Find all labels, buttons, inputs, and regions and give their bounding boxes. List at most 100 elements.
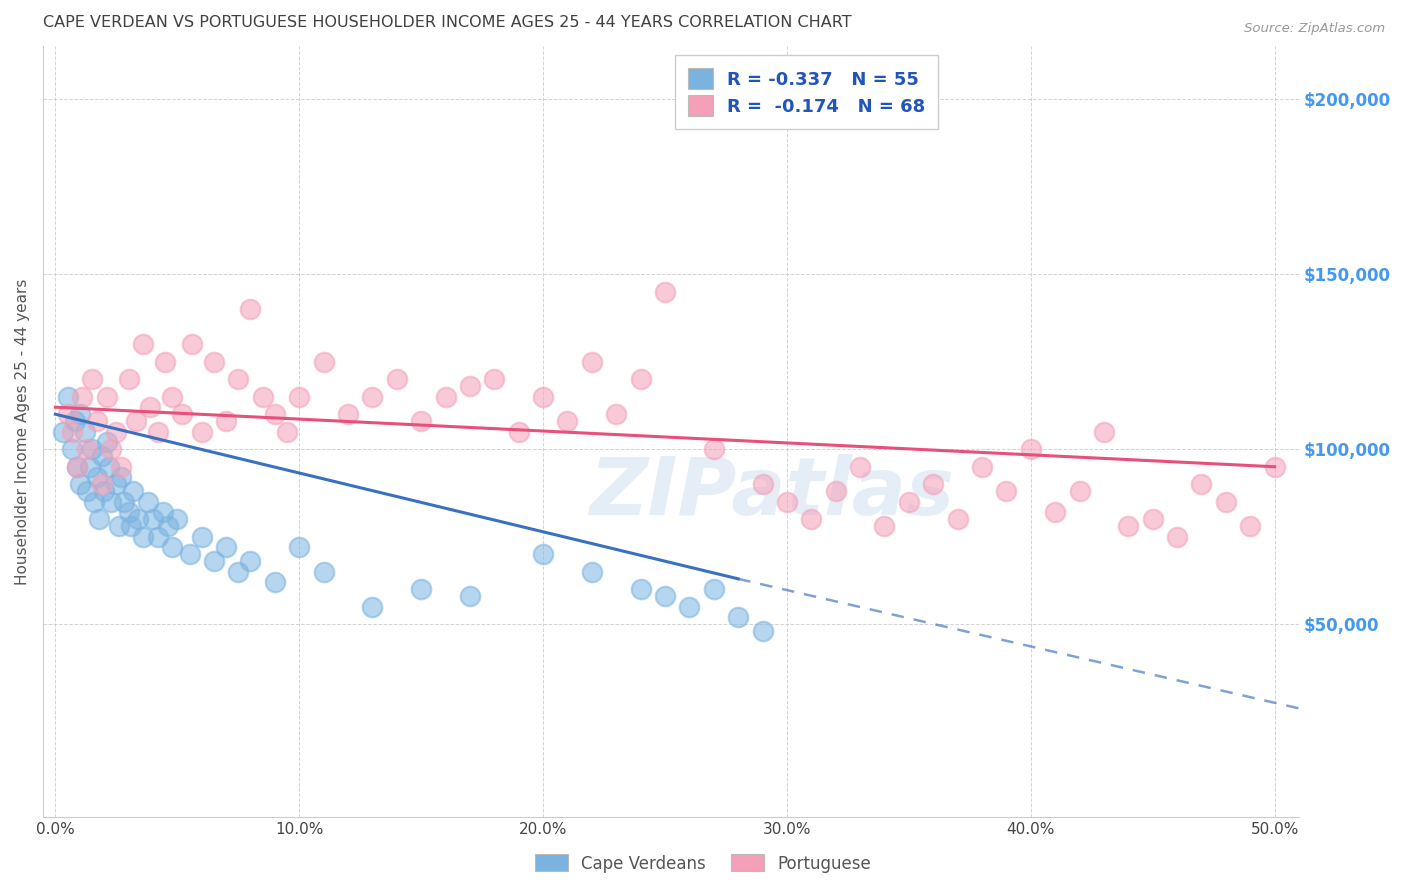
Point [190, 530, 212, 544]
Point [531, 390, 554, 404]
Point [202, 554, 225, 568]
Point [849, 459, 872, 474]
Point [458, 379, 481, 393]
Point [312, 565, 335, 579]
Point [751, 624, 773, 639]
Point [922, 477, 945, 491]
Point [458, 590, 481, 604]
Point [139, 401, 162, 415]
Point [162, 390, 184, 404]
Point [89, 512, 111, 526]
Point [56, 407, 79, 421]
Point [105, 425, 128, 439]
Point [83, 495, 105, 509]
Point [52, 425, 75, 439]
Point [62, 442, 84, 457]
Point [1191, 477, 1213, 491]
Point [79, 459, 101, 474]
Point [434, 390, 457, 404]
Point [1264, 459, 1286, 474]
Point [152, 505, 174, 519]
Point [411, 414, 433, 428]
Point [90, 477, 112, 491]
Y-axis label: Householder Income Ages 25 - 44 years: Householder Income Ages 25 - 44 years [15, 278, 30, 585]
Point [86, 414, 108, 428]
Point [252, 390, 274, 404]
Point [557, 414, 579, 428]
Point [172, 407, 194, 421]
Text: ZIPatlas: ZIPatlas [589, 454, 955, 533]
Point [162, 541, 184, 555]
Point [117, 505, 139, 519]
Text: Source: ZipAtlas.com: Source: ZipAtlas.com [1244, 22, 1385, 36]
Point [215, 541, 238, 555]
Point [226, 372, 249, 386]
Point [110, 459, 132, 474]
Point [179, 547, 201, 561]
Point [132, 530, 155, 544]
Point [86, 470, 108, 484]
Point [100, 442, 122, 457]
Point [995, 484, 1018, 499]
Point [776, 495, 799, 509]
Point [1118, 519, 1140, 533]
Point [202, 354, 225, 368]
Point [361, 599, 384, 614]
Point [1215, 495, 1237, 509]
Point [411, 582, 433, 597]
Point [824, 484, 846, 499]
Point [73, 425, 96, 439]
Point [76, 484, 98, 499]
Point [727, 610, 749, 624]
Point [630, 582, 652, 597]
Point [107, 519, 129, 533]
Legend: Cape Verdeans, Portuguese: Cape Verdeans, Portuguese [527, 847, 879, 880]
Point [239, 554, 262, 568]
Point [127, 512, 149, 526]
Point [288, 390, 311, 404]
Point [239, 302, 262, 317]
Point [654, 285, 676, 299]
Point [190, 425, 212, 439]
Point [1239, 519, 1261, 533]
Point [125, 414, 148, 428]
Point [263, 407, 285, 421]
Point [288, 541, 311, 555]
Point [63, 414, 86, 428]
Point [96, 390, 118, 404]
Point [1043, 505, 1066, 519]
Point [66, 459, 89, 474]
Point [96, 435, 118, 450]
Point [215, 414, 238, 428]
Point [146, 530, 169, 544]
Point [98, 459, 121, 474]
Point [873, 519, 896, 533]
Point [136, 495, 159, 509]
Point [337, 407, 360, 421]
Legend: R = -0.337   N = 55, R =  -0.174   N = 68: R = -0.337 N = 55, R = -0.174 N = 68 [675, 55, 938, 128]
Point [142, 512, 165, 526]
Point [1092, 425, 1115, 439]
Point [678, 599, 700, 614]
Point [69, 477, 91, 491]
Point [1069, 484, 1091, 499]
Point [484, 372, 506, 386]
Point [62, 425, 84, 439]
Point [385, 372, 408, 386]
Point [181, 337, 204, 351]
Point [166, 512, 188, 526]
Text: CAPE VERDEAN VS PORTUGUESE HOUSEHOLDER INCOME AGES 25 - 44 YEARS CORRELATION CHA: CAPE VERDEAN VS PORTUGUESE HOUSEHOLDER I… [44, 15, 852, 30]
Point [112, 495, 135, 509]
Point [93, 484, 115, 499]
Point [946, 512, 969, 526]
Point [105, 477, 128, 491]
Point [508, 425, 530, 439]
Point [1142, 512, 1164, 526]
Point [531, 547, 554, 561]
Point [226, 565, 249, 579]
Point [153, 354, 176, 368]
Point [80, 372, 103, 386]
Point [970, 459, 993, 474]
Point [80, 442, 103, 457]
Point [110, 470, 132, 484]
